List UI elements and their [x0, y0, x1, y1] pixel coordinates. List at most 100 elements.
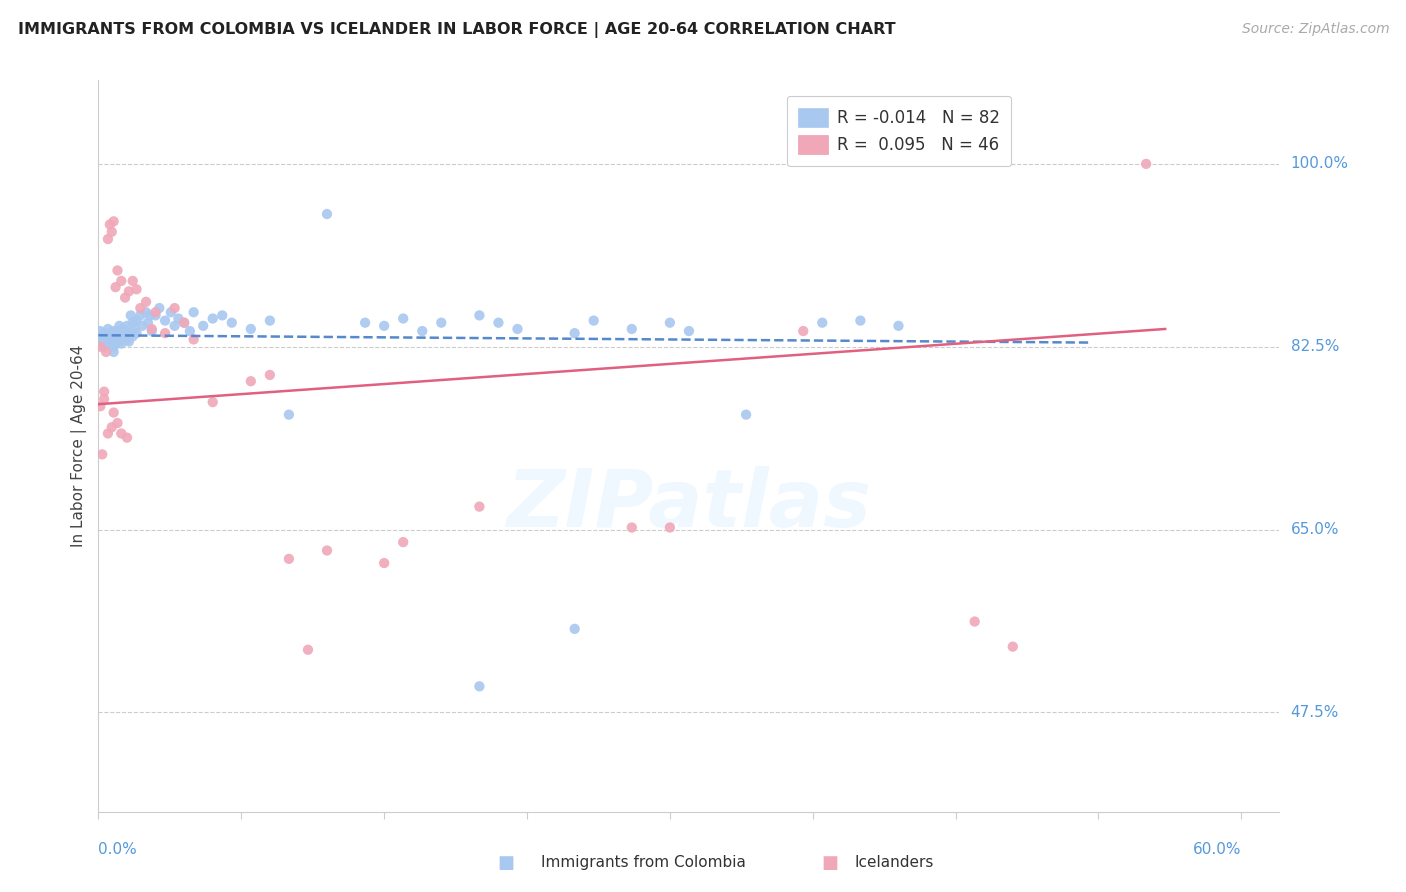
Point	[277, 552, 299, 566]
Point	[183, 333, 205, 347]
Point	[136, 316, 159, 330]
Point	[468, 309, 491, 323]
Point	[91, 447, 114, 461]
Point	[129, 309, 152, 323]
Point	[849, 313, 872, 327]
Point	[792, 324, 814, 338]
Point	[259, 368, 281, 382]
Point	[103, 340, 125, 354]
Point	[735, 408, 758, 422]
Point	[121, 274, 143, 288]
Text: ZIPatlas: ZIPatlas	[506, 466, 872, 543]
Point	[211, 309, 233, 323]
Point	[430, 316, 453, 330]
Point	[297, 642, 319, 657]
Point	[620, 322, 643, 336]
Point	[91, 329, 114, 343]
Point	[135, 305, 157, 319]
Point	[173, 316, 195, 330]
Point	[103, 324, 125, 338]
Point	[582, 313, 605, 327]
Point	[89, 399, 111, 413]
Point	[963, 615, 986, 629]
Point	[94, 333, 117, 347]
Point	[110, 326, 132, 340]
Point	[107, 416, 129, 430]
Text: 65.0%: 65.0%	[1291, 522, 1339, 537]
Point	[131, 318, 153, 333]
Point	[1001, 640, 1024, 654]
Point	[277, 408, 299, 422]
Point	[91, 334, 114, 349]
Point	[373, 556, 395, 570]
Point	[392, 535, 415, 549]
Point	[193, 318, 215, 333]
Point	[94, 336, 117, 351]
Point	[1135, 157, 1157, 171]
Point	[108, 334, 131, 349]
Point	[239, 374, 262, 388]
Point	[678, 324, 700, 338]
Point	[316, 207, 339, 221]
Point	[468, 500, 491, 514]
Point	[125, 282, 148, 296]
Text: 0.0%: 0.0%	[98, 842, 138, 857]
Text: 47.5%: 47.5%	[1291, 705, 1339, 720]
Point	[93, 340, 115, 354]
Point	[173, 316, 195, 330]
Point	[97, 232, 120, 246]
Text: Source: ZipAtlas.com: Source: ZipAtlas.com	[1241, 22, 1389, 37]
Text: ■: ■	[821, 854, 838, 871]
Point	[125, 326, 148, 340]
Point	[658, 316, 681, 330]
Point	[110, 336, 132, 351]
Point	[114, 324, 136, 338]
Point	[93, 392, 115, 406]
Point	[120, 309, 142, 323]
Point	[115, 318, 138, 333]
Point	[110, 426, 132, 441]
Point	[100, 420, 122, 434]
Text: Icelanders: Icelanders	[855, 855, 934, 870]
Point	[103, 406, 125, 420]
Point	[373, 318, 395, 333]
Point	[488, 316, 510, 330]
Point	[135, 294, 157, 309]
Point	[104, 329, 127, 343]
Point	[392, 311, 415, 326]
Point	[100, 225, 122, 239]
Point	[411, 324, 433, 338]
Point	[107, 333, 129, 347]
Point	[141, 324, 163, 338]
Point	[97, 426, 120, 441]
Point	[316, 543, 339, 558]
Point	[103, 214, 125, 228]
Point	[179, 324, 201, 338]
Point	[239, 322, 262, 336]
Point	[110, 274, 132, 288]
Text: 82.5%: 82.5%	[1291, 339, 1339, 354]
Point	[124, 322, 146, 336]
Point	[183, 305, 205, 319]
Point	[139, 309, 162, 323]
Point	[153, 326, 176, 340]
Point	[159, 305, 181, 319]
Point	[148, 301, 170, 315]
Point	[167, 311, 190, 326]
Text: 100.0%: 100.0%	[1291, 156, 1348, 171]
Point	[129, 301, 152, 315]
Point	[114, 291, 136, 305]
Point	[125, 313, 148, 327]
Legend: R = -0.014   N = 82, R =  0.095   N = 46: R = -0.014 N = 82, R = 0.095 N = 46	[786, 96, 1011, 166]
Point	[115, 431, 138, 445]
Point	[506, 322, 529, 336]
Point	[564, 622, 586, 636]
Point	[811, 316, 834, 330]
Point	[564, 326, 586, 340]
Point	[887, 318, 910, 333]
Point	[108, 318, 131, 333]
Point	[163, 301, 186, 315]
Point	[107, 326, 129, 340]
Point	[104, 336, 127, 351]
Point	[93, 326, 115, 340]
